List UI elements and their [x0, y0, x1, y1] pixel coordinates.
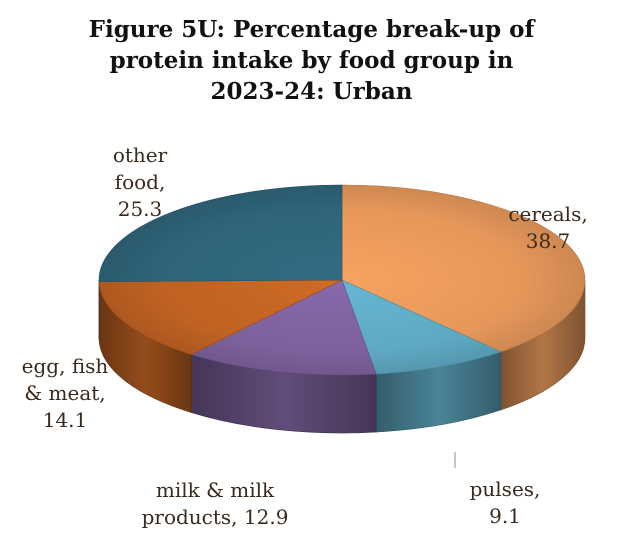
data-label-pulses: pulses, 9.1 — [470, 477, 541, 528]
pie-slice-other-food — [98, 184, 343, 282]
pie-tops — [98, 184, 586, 376]
chart-title-line-1: Figure 5U: Percentage break-up of — [88, 16, 535, 43]
data-label-other-food: other food, 25.3 — [113, 143, 168, 221]
data-label-egg-fish-meat-line-3: 14.1 — [43, 408, 88, 432]
data-label-other-food-line-2: food, — [115, 170, 166, 194]
data-label-pulses-line-1: pulses, — [470, 477, 541, 501]
chart-title-line-2: protein intake by food group in — [109, 47, 514, 74]
pie-slice-milk-milk-products — [190, 279, 377, 376]
data-label-milk-milk-products: milk & milk products, 12.9 — [142, 478, 289, 529]
pie-labels: cereals, 38.7 pulses, 9.1 milk & milk product… — [22, 143, 588, 529]
pie-slice-pulses — [341, 279, 502, 375]
data-label-milk-milk-products-line-2: products, 12.9 — [142, 505, 289, 529]
chart-title-line-3: 2023-24: Urban — [210, 78, 413, 105]
pie-slice-egg-fish-meat — [98, 279, 343, 355]
data-label-other-food-line-1: other — [113, 143, 168, 167]
data-label-cereals: cereals, 38.7 — [508, 202, 587, 253]
data-label-egg-fish-meat-line-2: & meat, — [24, 381, 105, 405]
data-label-egg-fish-meat: egg, fish & meat, 14.1 — [22, 354, 109, 432]
data-label-other-food-line-3: 25.3 — [118, 197, 163, 221]
chart-title: Figure 5U: Percentage break-up of protei… — [0, 14, 623, 107]
data-label-cereals-line-2: 38.7 — [526, 229, 571, 253]
pie-slice-cereals — [341, 184, 586, 353]
data-label-pulses-line-2: 9.1 — [489, 504, 521, 528]
data-label-egg-fish-meat-line-1: egg, fish — [22, 354, 109, 378]
data-label-milk-milk-products-line-1: milk & milk — [156, 478, 275, 502]
data-label-cereals-line-1: cereals, — [508, 202, 587, 226]
